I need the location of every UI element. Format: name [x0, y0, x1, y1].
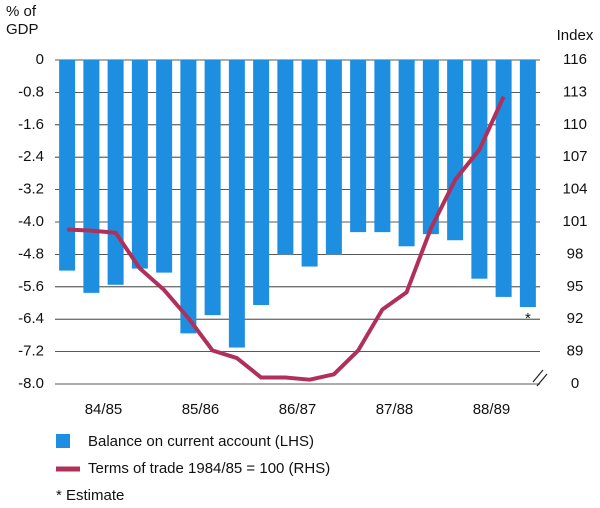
legend-label: Terms of trade 1984/85 = 100 (RHS)	[88, 460, 330, 477]
y2-tick-label: 110	[563, 116, 587, 133]
x-tick-label: 85/86	[182, 401, 220, 418]
y2-break-label: 0	[571, 375, 579, 392]
y-axis-label: % of	[6, 3, 37, 20]
y-tick-label: 0	[36, 51, 44, 68]
x-tick-label: 87/88	[376, 401, 414, 418]
y-tick-label: -1.6	[18, 116, 44, 133]
bar	[350, 60, 367, 233]
y-axis-label: GDP	[6, 21, 39, 38]
y2-tick-label: 107	[562, 148, 587, 165]
annotation: *	[525, 310, 531, 327]
y-tick-label: -4.0	[18, 213, 44, 230]
x-tick-label: 86/87	[279, 401, 317, 418]
bar	[180, 60, 197, 334]
y-tick-label: -5.6	[18, 278, 44, 295]
bar	[59, 60, 76, 271]
y2-tick-label: 104	[562, 181, 587, 198]
bar	[301, 60, 318, 267]
y2-tick-label: 101	[562, 213, 587, 230]
line	[67, 95, 506, 382]
legend-label: Balance on current account (LHS)	[88, 433, 314, 450]
y-tick-label: -4.8	[18, 245, 44, 262]
y2-axis-label: Index	[557, 27, 594, 44]
x-tick-label: 84/85	[85, 401, 123, 418]
y-tick-label: -7.2	[18, 343, 44, 360]
bar	[422, 60, 439, 235]
bar	[495, 60, 512, 297]
bar	[374, 60, 391, 233]
bar	[519, 60, 536, 308]
y2-tick-label: 95	[567, 278, 584, 295]
x-tick-label: 88/89	[473, 401, 511, 418]
bar	[156, 60, 173, 273]
bar	[253, 60, 270, 306]
bar	[471, 60, 488, 279]
bar	[107, 60, 124, 285]
y-tick-label: -2.4	[18, 148, 44, 165]
bar	[398, 60, 415, 247]
bar	[83, 60, 100, 293]
legend-swatch	[56, 434, 70, 448]
legend-note: * Estimate	[56, 487, 124, 504]
y-tick-label: -3.2	[18, 181, 44, 198]
y2-tick-label: 98	[567, 245, 584, 262]
bar	[277, 60, 294, 255]
axis-break	[532, 369, 544, 383]
y-tick-label: -6.4	[18, 310, 44, 327]
bar	[204, 60, 221, 316]
y2-tick-label: 116	[563, 51, 587, 68]
y2-tick-label: 89	[567, 343, 584, 360]
y-tick-label: -8.0	[18, 375, 44, 392]
axis-break	[536, 373, 548, 387]
y-tick-label: -0.8	[18, 83, 44, 100]
bar	[131, 60, 148, 269]
bar	[447, 60, 464, 241]
bar	[228, 60, 245, 348]
y2-tick-label: 113	[563, 83, 587, 100]
y2-tick-label: 92	[567, 310, 584, 327]
bar	[325, 60, 342, 255]
